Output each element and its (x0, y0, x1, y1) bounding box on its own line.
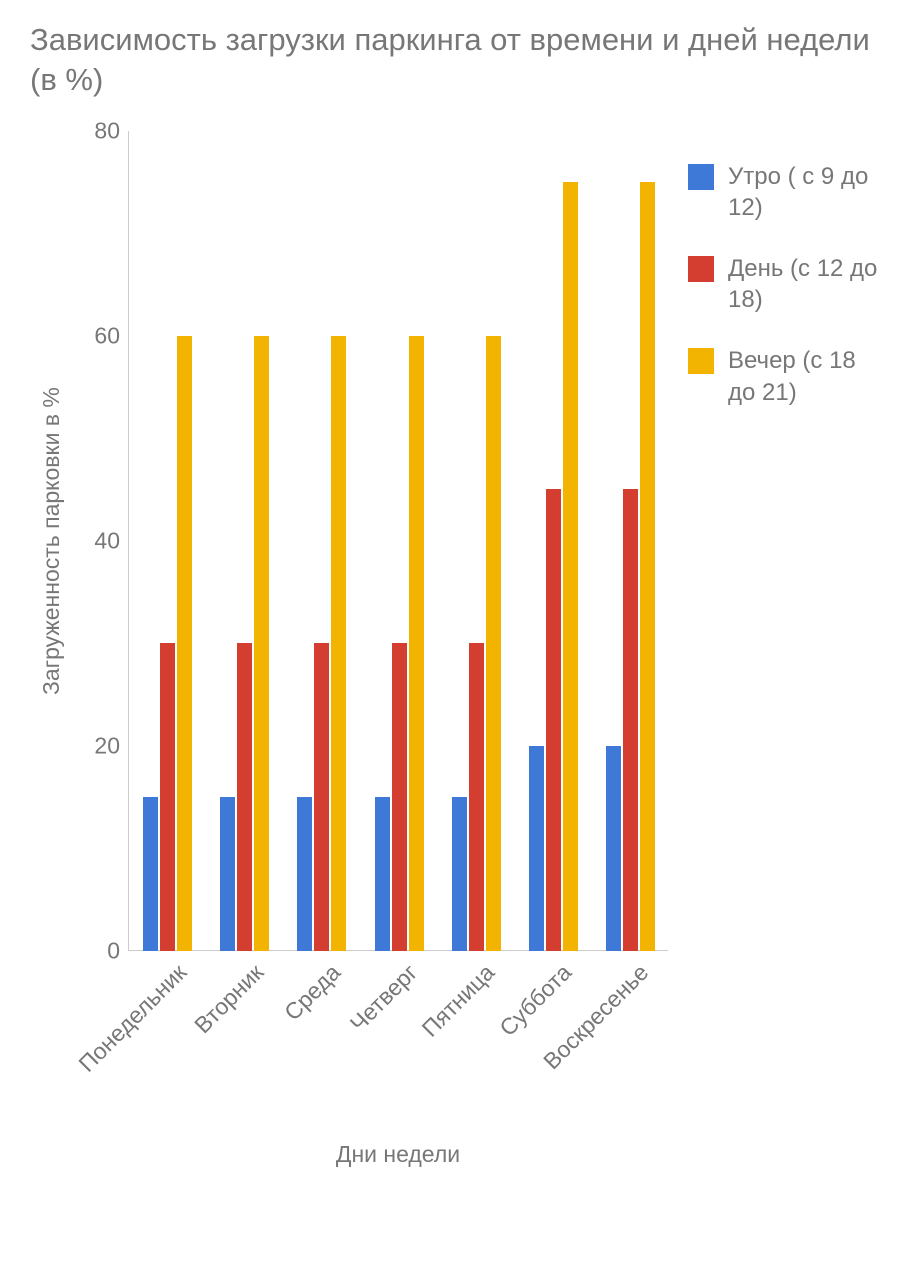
bar (237, 643, 252, 951)
y-tick: 20 (94, 732, 120, 759)
legend-item: Вечер (с 18 до 21) (688, 345, 878, 407)
chart-title: Зависимость загрузки паркинга от времени… (30, 20, 887, 101)
bar (220, 797, 235, 951)
x-tick: Понедельник (73, 959, 192, 1078)
legend-swatch (688, 348, 714, 374)
bar (623, 489, 638, 950)
bar-group (452, 336, 501, 951)
bar (546, 489, 561, 950)
bar (606, 746, 621, 951)
bar (375, 797, 390, 951)
bar (254, 336, 269, 951)
bar (143, 797, 158, 951)
bar (331, 336, 346, 951)
y-tick: 40 (94, 527, 120, 554)
x-tick: Четверг (345, 959, 423, 1037)
legend-label: Вечер (с 18 до 21) (728, 345, 878, 407)
legend: Утро ( с 9 до 12) День (с 12 до 18) Вечер … (668, 131, 878, 1168)
x-axis: ПонедельникВторникСредаЧетвергПятницаСуб… (128, 951, 668, 1131)
bar (392, 643, 407, 951)
y-axis: 020406080 (73, 131, 128, 951)
plot-area (128, 131, 668, 951)
legend-swatch (688, 256, 714, 282)
legend-item: Утро ( с 9 до 12) (688, 161, 878, 223)
bar-group (606, 182, 655, 951)
bar-group (143, 336, 192, 951)
bar (297, 797, 312, 951)
bar (486, 336, 501, 951)
y-axis-label: Загруженность парковки в % (30, 131, 73, 951)
bar (314, 643, 329, 951)
bar (452, 797, 467, 951)
bar (640, 182, 655, 951)
bar-group (220, 336, 269, 951)
x-tick: Вторник (189, 959, 269, 1039)
bar (409, 336, 424, 951)
x-tick: Среда (279, 959, 346, 1026)
bar-group (375, 336, 424, 951)
legend-item: День (с 12 до 18) (688, 253, 878, 315)
bar (177, 336, 192, 951)
x-tick: Пятница (417, 959, 500, 1042)
legend-label: День (с 12 до 18) (728, 253, 878, 315)
bar (529, 746, 544, 951)
x-axis-label: Дни недели (128, 1141, 668, 1168)
bar (160, 643, 175, 951)
bar-group (297, 336, 346, 951)
bar (563, 182, 578, 951)
y-tick: 80 (94, 117, 120, 144)
legend-label: Утро ( с 9 до 12) (728, 161, 878, 223)
y-tick: 60 (94, 322, 120, 349)
bar (469, 643, 484, 951)
legend-swatch (688, 164, 714, 190)
bar-group (529, 182, 578, 951)
y-tick: 0 (107, 937, 120, 964)
